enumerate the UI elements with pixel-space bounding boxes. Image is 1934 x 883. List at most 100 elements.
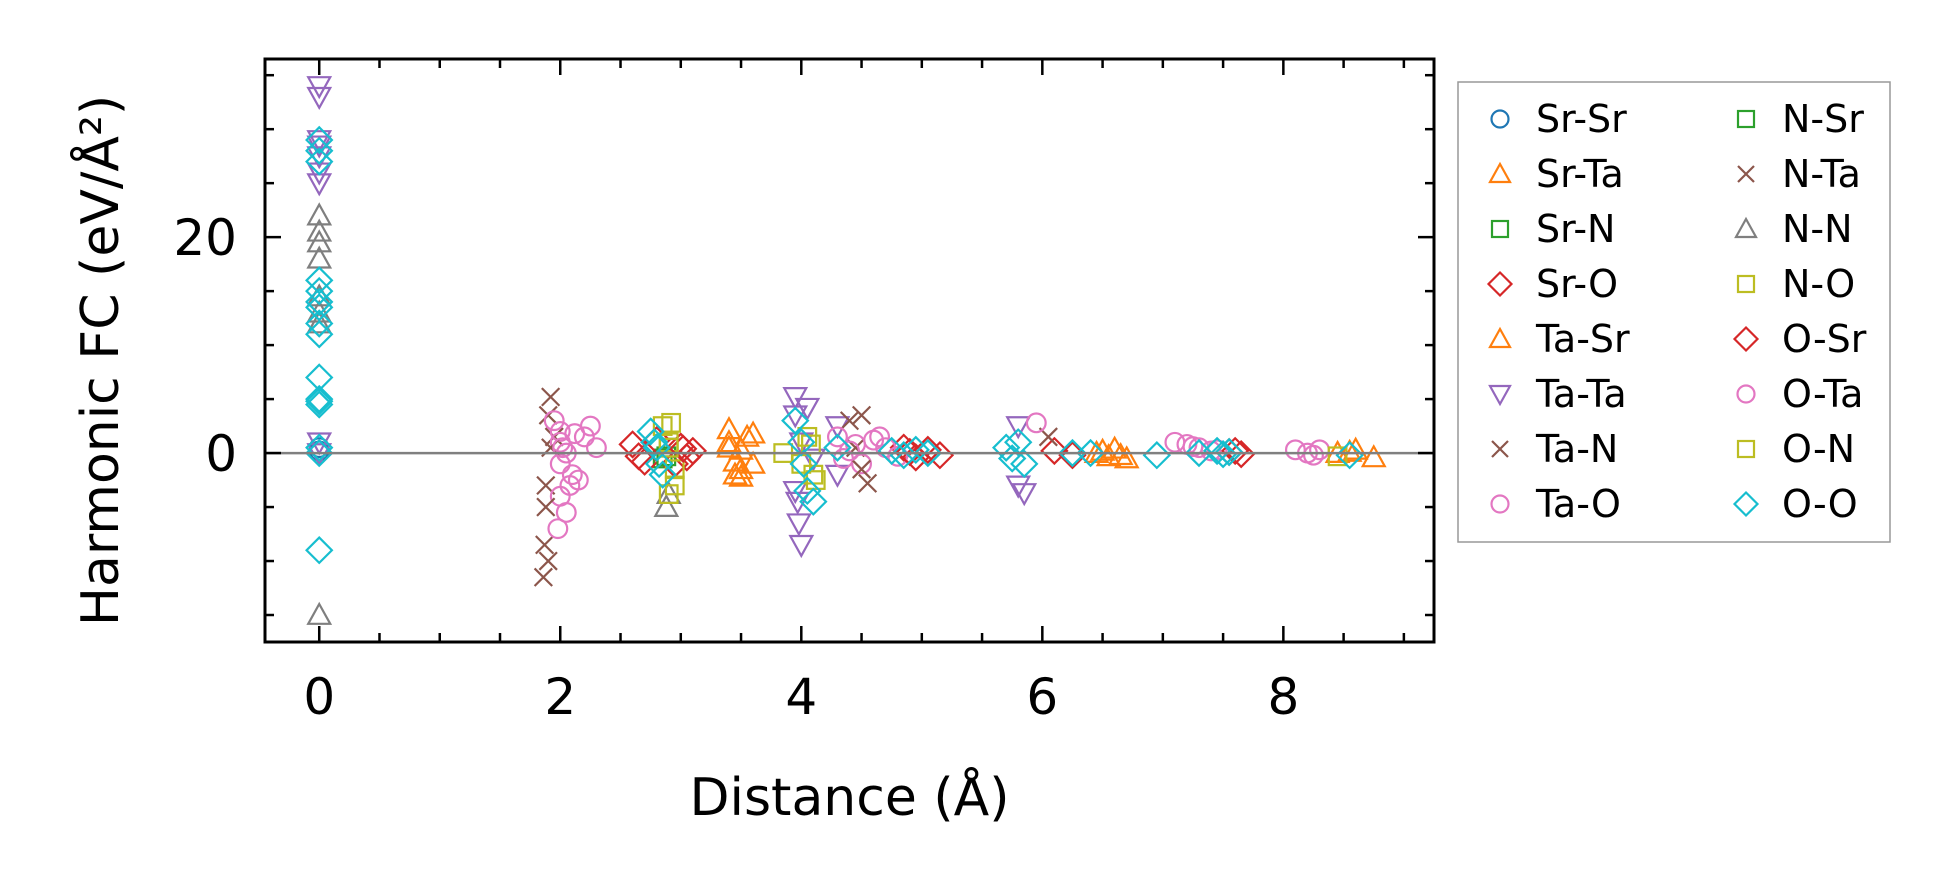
legend-marker-Ta-N <box>1491 440 1509 458</box>
point-Ta-N <box>535 535 555 555</box>
legend-label: Ta-Sr <box>1535 317 1630 361</box>
point-O-Ta <box>1303 444 1324 466</box>
point-Ta-O <box>549 421 571 442</box>
legend-label: O-Sr <box>1782 317 1867 361</box>
point-N-N <box>306 229 333 253</box>
point-O-O <box>636 417 665 446</box>
point-Ta-O <box>585 437 607 459</box>
data-marks <box>305 76 1387 625</box>
point-N-O <box>797 426 818 447</box>
legend-item: Ta-N <box>1491 427 1618 471</box>
point-Ta-O <box>1025 412 1047 434</box>
point-Sr-O <box>1040 436 1069 466</box>
point-N-N <box>306 202 333 226</box>
point-O-Ta <box>552 437 574 459</box>
legend-item: O-Sr <box>1732 317 1867 361</box>
point-Sr-Ta <box>1113 445 1140 469</box>
point-Ta-Ta <box>788 534 815 559</box>
point-Ta-N <box>839 411 860 431</box>
point-O-O <box>305 320 334 349</box>
point-O-O <box>305 125 334 155</box>
point-O-Ta <box>1200 440 1222 462</box>
point-O-O <box>305 136 334 165</box>
legend-label: O-N <box>1782 427 1855 471</box>
point-Ta-N <box>857 473 878 493</box>
point-Sr-Ta <box>1101 435 1128 459</box>
point-N-N <box>653 493 680 517</box>
point-Ta-O <box>1309 439 1330 461</box>
point-O-O <box>644 449 674 479</box>
point-Ta-N <box>851 405 872 425</box>
point-Ta-Ta <box>800 448 827 472</box>
legend-marker-O-Sr <box>1732 325 1760 353</box>
point-N-O <box>1327 446 1348 467</box>
legend-item: O-Ta <box>1736 372 1863 416</box>
point-Ta-O <box>561 464 583 486</box>
plot-area <box>305 76 1387 625</box>
point-Ta-O <box>555 501 577 523</box>
point-Ta-Ta <box>1011 483 1038 507</box>
legend-item: N-Ta <box>1737 152 1861 196</box>
point-N-Ta <box>536 497 556 517</box>
point-Sr-Ta <box>1342 436 1369 460</box>
point-Sr-Ta <box>740 450 766 474</box>
point-O-O <box>305 384 334 414</box>
point-Ta-Ta <box>306 86 333 111</box>
legend-label: Ta-Ta <box>1535 372 1627 416</box>
x-axis-title: Distance (Å) <box>689 766 1009 828</box>
legend-label: Sr-N <box>1536 207 1615 251</box>
point-O-O <box>305 438 334 468</box>
point-O-O <box>781 406 810 435</box>
point-O-O <box>823 433 852 462</box>
point-O-O <box>305 433 334 462</box>
legend-label: Ta-N <box>1535 427 1618 471</box>
point-N-N <box>306 218 333 242</box>
point-O-O <box>1142 441 1172 470</box>
legend-marker-N-N <box>1734 216 1758 239</box>
point-Ta-O <box>547 518 569 540</box>
point-O-O <box>799 487 828 516</box>
x-tick-label: 6 <box>1026 668 1058 726</box>
point-O-Sr <box>668 434 698 463</box>
point-O-O <box>305 147 334 176</box>
legend-marker-O-O <box>1732 490 1760 518</box>
point-O-Ta <box>559 475 581 496</box>
legend-item: Sr-N <box>1490 207 1615 251</box>
point-N-O <box>661 412 682 433</box>
legend-marker-Ta-Ta <box>1488 384 1512 407</box>
legend-item: Sr-Sr <box>1490 97 1627 141</box>
point-Ta-Ta <box>786 513 812 537</box>
y-axis-title: Harmonic FC (eV/Å²) <box>69 95 131 626</box>
legend-item: O-N <box>1736 427 1855 471</box>
y-tick-label: 0 <box>205 425 237 483</box>
point-Sr-Ta <box>716 429 742 453</box>
legend-marker-Sr-N <box>1490 219 1510 239</box>
point-O-O <box>1214 437 1244 467</box>
legend-marker-Ta-O <box>1490 494 1510 514</box>
legend-item: Ta-Sr <box>1488 317 1630 361</box>
point-Ta-O <box>573 426 595 448</box>
point-O-O <box>1076 438 1105 468</box>
legend-marker-Sr-Ta <box>1488 161 1512 184</box>
point-O-O <box>793 476 822 506</box>
legend-marker-N-O <box>1736 274 1756 294</box>
point-O-O <box>1010 449 1039 479</box>
legend-label: Sr-Sr <box>1536 97 1627 141</box>
point-O-Ta <box>839 440 860 462</box>
point-O-O <box>305 293 334 322</box>
series-O-O <box>305 125 1364 565</box>
point-Ta-O <box>549 453 571 475</box>
point-Ta-O <box>1284 439 1306 461</box>
point-O-O <box>305 536 334 565</box>
point-Ta-Sr <box>716 434 742 458</box>
point-O-Ta <box>564 423 586 445</box>
legend-item: O-O <box>1732 482 1858 526</box>
legend-label: N-Ta <box>1782 152 1861 196</box>
point-Sr-O <box>618 430 647 459</box>
x-tick-label: 0 <box>303 668 335 726</box>
point-Ta-N <box>538 551 558 571</box>
point-Sr-Ta <box>1360 444 1387 468</box>
legend-label: N-O <box>1782 262 1855 306</box>
tick-labels: 0 2 4 6 8 0 20 <box>173 209 1299 726</box>
point-Ta-Ta <box>794 397 821 421</box>
